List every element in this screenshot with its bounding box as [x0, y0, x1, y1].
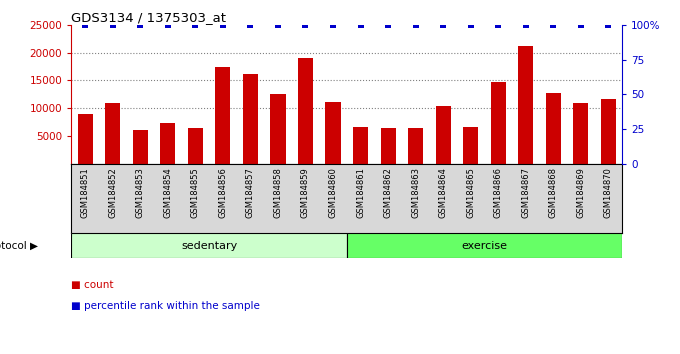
Text: GSM184864: GSM184864 [439, 167, 447, 218]
Text: GSM184869: GSM184869 [577, 167, 585, 218]
Bar [381, 128, 396, 164]
Point [575, 22, 586, 28]
Point [410, 22, 421, 28]
Text: GSM184861: GSM184861 [356, 167, 365, 218]
Text: GDS3134 / 1375303_at: GDS3134 / 1375303_at [71, 11, 226, 24]
Text: GSM184859: GSM184859 [301, 167, 310, 218]
Bar [463, 127, 478, 164]
Point [273, 22, 284, 28]
Bar [133, 130, 148, 164]
Point [438, 22, 449, 28]
Bar [347, 233, 622, 258]
Bar [326, 102, 341, 164]
Text: GSM184865: GSM184865 [466, 167, 475, 218]
Text: exercise: exercise [462, 241, 507, 251]
Point [300, 22, 311, 28]
Point [355, 22, 366, 28]
Bar [188, 128, 203, 164]
Point [493, 22, 504, 28]
Point [548, 22, 559, 28]
Bar [353, 127, 368, 164]
Point [328, 22, 339, 28]
Point [163, 22, 173, 28]
Text: GSM184855: GSM184855 [191, 167, 200, 218]
Text: GSM184856: GSM184856 [218, 167, 227, 218]
Text: GSM184866: GSM184866 [494, 167, 503, 218]
Point [135, 22, 146, 28]
Bar [298, 58, 313, 164]
Text: GSM184867: GSM184867 [522, 167, 530, 218]
Text: GSM184851: GSM184851 [81, 167, 90, 218]
Text: GSM184870: GSM184870 [604, 167, 613, 218]
Bar [271, 94, 286, 164]
Bar [160, 123, 175, 164]
Bar [105, 103, 120, 164]
Bar [243, 74, 258, 164]
Text: GSM184863: GSM184863 [411, 167, 420, 218]
Point [107, 22, 118, 28]
Point [190, 22, 201, 28]
Text: sedentary: sedentary [181, 241, 237, 251]
Text: GSM184857: GSM184857 [246, 167, 255, 218]
Text: GSM184852: GSM184852 [108, 167, 117, 218]
Bar [491, 81, 506, 164]
Text: ■ percentile rank within the sample: ■ percentile rank within the sample [71, 301, 260, 311]
Bar [518, 46, 533, 164]
Bar [78, 114, 92, 164]
Text: GSM184868: GSM184868 [549, 167, 558, 218]
Point [80, 22, 90, 28]
Point [383, 22, 394, 28]
Bar [71, 233, 347, 258]
Point [465, 22, 476, 28]
Text: GSM184860: GSM184860 [328, 167, 337, 218]
Text: ■ count: ■ count [71, 280, 114, 290]
Bar [216, 67, 231, 164]
Bar [573, 103, 588, 164]
Text: GSM184853: GSM184853 [136, 167, 145, 218]
Text: GSM184858: GSM184858 [273, 167, 282, 218]
Point [603, 22, 614, 28]
Text: GSM184862: GSM184862 [384, 167, 392, 218]
Bar [601, 99, 616, 164]
Bar [436, 106, 451, 164]
Point [218, 22, 228, 28]
Point [520, 22, 531, 28]
Point [245, 22, 256, 28]
Text: GSM184854: GSM184854 [163, 167, 172, 218]
Bar [408, 128, 423, 164]
Text: protocol ▶: protocol ▶ [0, 241, 38, 251]
Bar [546, 93, 561, 164]
